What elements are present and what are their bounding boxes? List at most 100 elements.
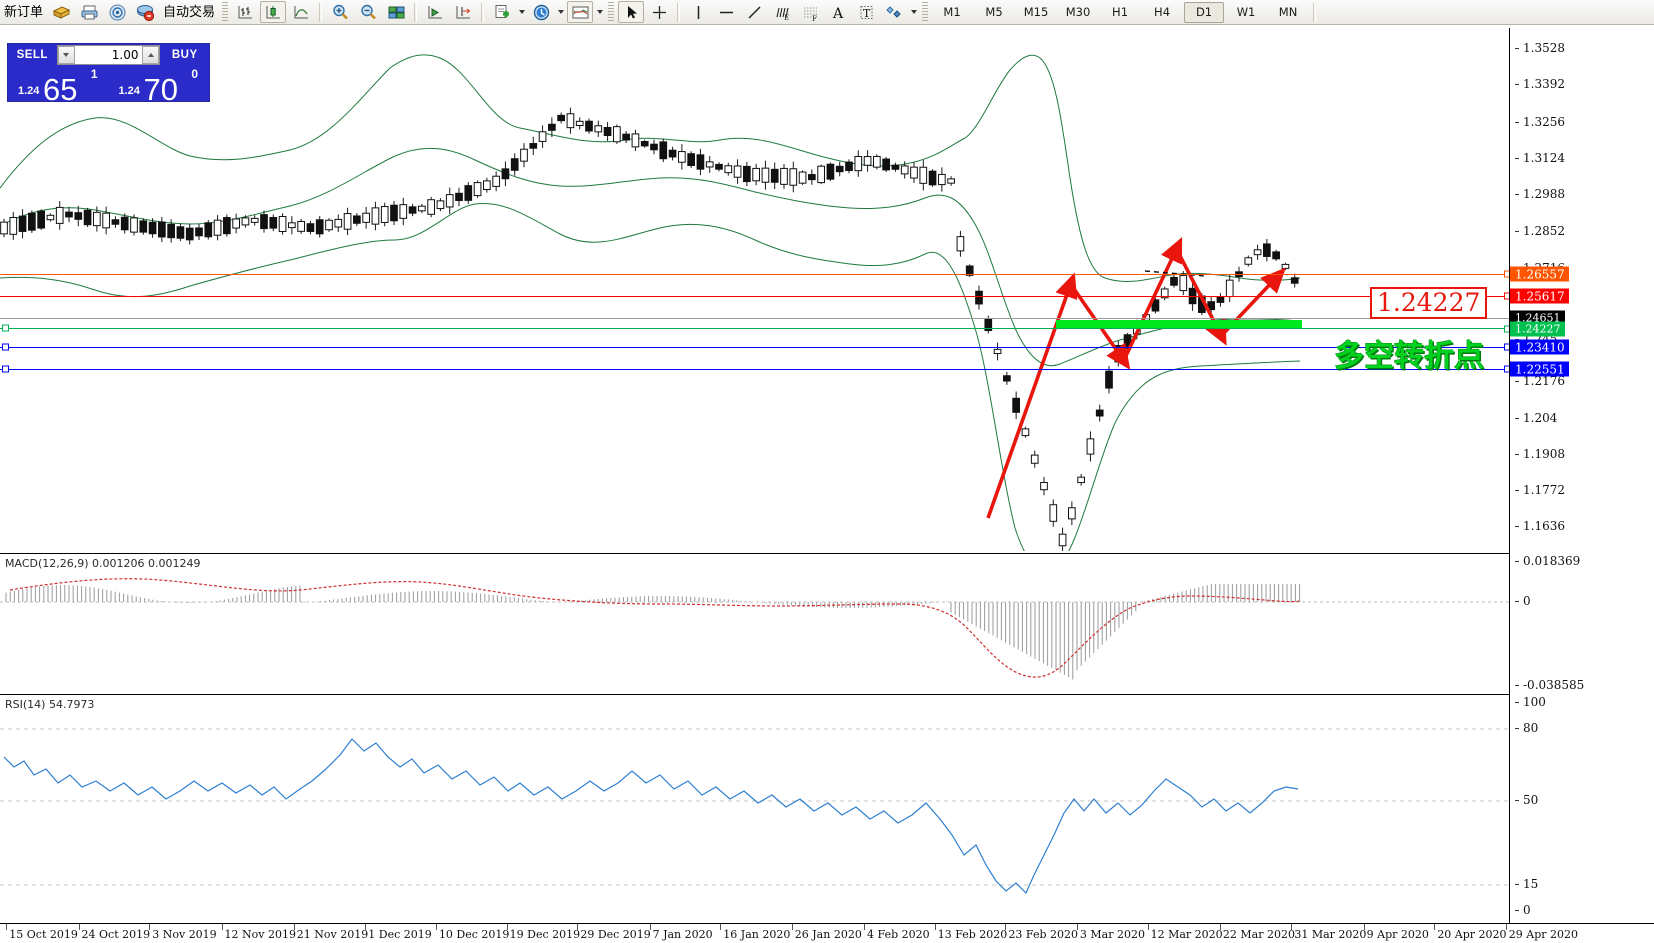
toolbar-separator bbox=[481, 2, 485, 22]
price-tick: 1.1908 bbox=[1515, 447, 1654, 461]
svg-text:A: A bbox=[832, 6, 844, 22]
timeframe-d1[interactable]: D1 bbox=[1184, 1, 1225, 23]
autotrading-icon[interactable] bbox=[132, 1, 158, 23]
templates-icon[interactable] bbox=[567, 1, 594, 23]
trendline-icon[interactable] bbox=[741, 1, 767, 23]
signals-icon[interactable] bbox=[104, 1, 130, 23]
timeframe-m30[interactable]: M30 bbox=[1065, 5, 1091, 19]
rsi-tick: 0 bbox=[1515, 903, 1654, 917]
level-line-1-22551[interactable] bbox=[0, 369, 1509, 370]
chevron-down-icon[interactable] bbox=[516, 1, 527, 23]
trade-idea-annotation bbox=[986, 236, 1302, 519]
price-scale-handle[interactable] bbox=[1504, 270, 1511, 278]
chevron-down-icon[interactable] bbox=[594, 1, 605, 23]
timeframe-m15[interactable]: M15 bbox=[1023, 5, 1049, 19]
svg-text:T: T bbox=[863, 7, 871, 20]
level-line-1-23410[interactable] bbox=[0, 347, 1509, 348]
macd-tick: 0 bbox=[1515, 594, 1654, 608]
rsi-pane[interactable]: RSI(14) 54.7973 bbox=[0, 694, 1509, 923]
price-scale-handle[interactable] bbox=[1504, 365, 1511, 373]
autotrading-button[interactable]: 自动交易 bbox=[163, 4, 216, 20]
rsi-tick: 80 bbox=[1515, 721, 1654, 735]
macd-pane[interactable]: MACD(12,26,9) 0.001206 0.001249 bbox=[0, 553, 1509, 692]
add-indicator-icon[interactable] bbox=[489, 1, 515, 23]
candlestick-chart-icon[interactable] bbox=[260, 1, 287, 23]
date-axis[interactable]: 15 Oct 2019 24 Oct 2019 3 Nov 2019 12 Nov 2… bbox=[0, 923, 1654, 943]
cursor-icon[interactable] bbox=[618, 1, 645, 23]
toolbar-grip[interactable] bbox=[608, 2, 615, 22]
lot-increase-icon[interactable] bbox=[142, 46, 160, 64]
lot-decrease-icon[interactable] bbox=[57, 46, 75, 64]
annotation-price-box[interactable]: 1.24227 bbox=[1370, 287, 1488, 319]
text-icon[interactable]: A bbox=[825, 1, 851, 23]
zoom-in-icon[interactable] bbox=[327, 1, 353, 23]
shift-end-icon[interactable] bbox=[422, 1, 448, 23]
date-label: 12 Nov 2019 bbox=[224, 928, 296, 941]
level-handle-1-23410[interactable] bbox=[2, 343, 9, 351]
sell-button[interactable]: SELL bbox=[16, 49, 48, 61]
lot-size-stepper[interactable]: 1.00 bbox=[56, 45, 161, 65]
macd-label: MACD(12,26,9) 0.001206 0.001249 bbox=[5, 557, 201, 570]
toolbar-grip[interactable] bbox=[922, 2, 929, 22]
buy-price-display[interactable]: 1.24 70 0 bbox=[109, 66, 208, 105]
price-tick: 1.204 bbox=[1515, 411, 1654, 425]
price-chart-pane[interactable] bbox=[0, 28, 1509, 551]
price-tag-resistance-1-25617[interactable]: 1.25617 bbox=[1510, 288, 1569, 304]
macd-tick: 0.018369 bbox=[1515, 554, 1654, 568]
shapes-icon[interactable] bbox=[881, 1, 907, 23]
timeframe-mn[interactable]: MN bbox=[1278, 5, 1298, 19]
price-scale-handle[interactable] bbox=[1504, 325, 1511, 333]
price-tag-resistance-1-26557[interactable]: 1.26557 bbox=[1510, 266, 1569, 282]
price-scale-handle[interactable] bbox=[1504, 292, 1511, 300]
level-line-1-25617[interactable] bbox=[0, 296, 1509, 297]
timeframe-m5[interactable]: M5 bbox=[985, 5, 1003, 19]
sell-price-display[interactable]: 1.24 65 1 bbox=[9, 66, 108, 105]
chevron-down-icon[interactable] bbox=[555, 1, 566, 23]
crosshair-icon[interactable] bbox=[646, 1, 672, 23]
date-tick bbox=[1147, 924, 1149, 930]
buy-button[interactable]: BUY bbox=[171, 49, 198, 61]
printer-icon[interactable] bbox=[76, 1, 102, 23]
buy-price-pips: 70 bbox=[143, 72, 178, 107]
date-tick bbox=[1219, 924, 1221, 930]
date-tick bbox=[1505, 924, 1507, 930]
vertical-line-icon[interactable] bbox=[685, 1, 711, 23]
date-tick bbox=[791, 924, 793, 930]
price-scale[interactable]: 1.3528 1.3392 1.3256 1.3124 1.2988 1.285… bbox=[1504, 28, 1654, 551]
fibonacci-icon[interactable]: F bbox=[797, 1, 823, 23]
sell-price-fraction: 1 bbox=[90, 67, 98, 81]
new-order-button[interactable]: 新订单 bbox=[4, 4, 44, 20]
level-line-1-24227[interactable] bbox=[0, 328, 1509, 329]
level-handle-1-24227[interactable] bbox=[2, 324, 9, 332]
wallet-icon[interactable] bbox=[48, 1, 74, 23]
level-handle-1-22551[interactable] bbox=[2, 365, 9, 373]
chevron-down-icon[interactable] bbox=[908, 1, 919, 23]
level-line-1-26557[interactable] bbox=[0, 274, 1509, 275]
timeframe-m1[interactable]: M1 bbox=[943, 5, 961, 19]
elliott-wave-icon[interactable]: E bbox=[769, 1, 795, 23]
line-chart-icon[interactable] bbox=[288, 1, 314, 23]
toolbar-separator bbox=[319, 2, 323, 22]
timeframe-h1[interactable]: H1 bbox=[1112, 5, 1129, 19]
auto-scroll-icon[interactable] bbox=[450, 1, 476, 23]
horizontal-line-icon[interactable] bbox=[713, 1, 739, 23]
lot-size-input[interactable]: 1.00 bbox=[111, 48, 139, 62]
date-tick bbox=[1005, 924, 1007, 930]
date-tick bbox=[1363, 924, 1365, 930]
toolbar-grip[interactable] bbox=[222, 2, 229, 22]
zoom-out-icon[interactable] bbox=[355, 1, 381, 23]
timeframe-h4[interactable]: H4 bbox=[1154, 5, 1171, 19]
date-tick bbox=[78, 924, 80, 930]
date-tick bbox=[577, 924, 579, 930]
text-label-icon[interactable]: T bbox=[853, 1, 879, 23]
price-tag-support-1-24227[interactable]: 1.24227 bbox=[1510, 321, 1565, 337]
price-scale-handle[interactable] bbox=[1504, 343, 1511, 351]
timeframe-w1[interactable]: W1 bbox=[1236, 5, 1256, 19]
price-tag-support-1-23410[interactable]: 1.23410 bbox=[1510, 339, 1569, 355]
macd-canvas bbox=[0, 578, 1509, 680]
tile-windows-icon[interactable] bbox=[383, 1, 409, 23]
period-icon[interactable] bbox=[528, 1, 554, 23]
price-tag-support-1-22551[interactable]: 1.22551 bbox=[1510, 361, 1569, 377]
one-click-trading-panel[interactable]: SELL 1.00 BUY 1.24 65 1 1.24 70 0 bbox=[7, 43, 210, 105]
bar-chart-icon[interactable] bbox=[232, 1, 258, 23]
